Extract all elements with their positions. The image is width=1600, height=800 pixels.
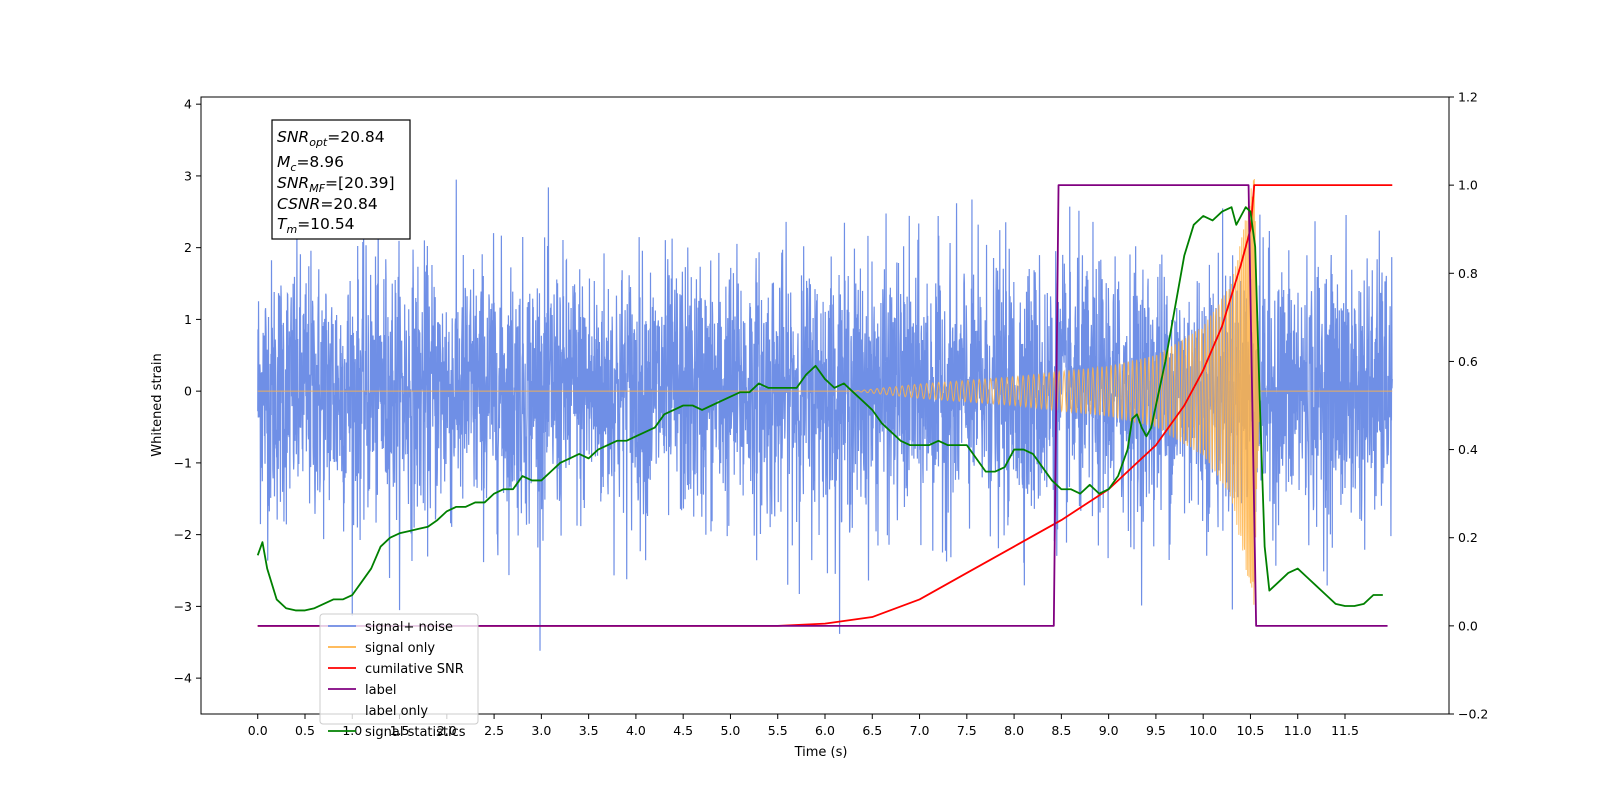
annotation-snr-mf: SNRMF=[20.39]	[277, 174, 395, 195]
signal-only-series	[257, 178, 1393, 605]
x-tick-label: 10.0	[1189, 723, 1217, 738]
legend-label: signal+ noise	[365, 620, 453, 635]
x-tick-label: 9.0	[1099, 723, 1119, 738]
x-tick-label: 2.5	[484, 723, 504, 738]
y-right-tick-label: 1.2	[1458, 90, 1478, 105]
x-axis-label: Time (s)	[794, 745, 848, 760]
legend-label: cumilative SNR	[365, 662, 464, 677]
x-tick-label: 5.5	[768, 723, 788, 738]
x-tick-label: 7.5	[957, 723, 977, 738]
x-tick-label: 3.5	[579, 723, 599, 738]
x-tick-label: 3.0	[531, 723, 551, 738]
y-left-tick-label: 2	[184, 240, 192, 255]
signal-statistics-series	[256, 206, 1383, 612]
y-axis-left: −4 −3 −2 −1 0 1 2 3 4	[174, 97, 201, 686]
signal-noise-series	[257, 179, 1393, 651]
x-tick-label: 11.0	[1284, 723, 1312, 738]
y-left-tick-label: 1	[184, 312, 192, 327]
x-tick-label: 8.0	[1004, 723, 1024, 738]
plot-area	[256, 178, 1393, 651]
x-tick-label: 1.5	[390, 723, 410, 738]
y-left-tick-label: −3	[174, 599, 192, 614]
annotation-mc: Mc=8.96	[277, 153, 344, 174]
x-tick-label: 7.0	[910, 723, 930, 738]
legend-box	[319, 613, 479, 725]
x-tick-label: 4.5	[673, 723, 693, 738]
x-tick-label: 8.5	[1051, 723, 1071, 738]
annotation-tm: Tm=10.54	[277, 215, 355, 236]
y-axis-right: −0.2 0.0 0.2 0.4 0.6 0.8 1.0 1.2	[1449, 90, 1488, 722]
x-tick-label: 0.0	[248, 723, 268, 738]
y-right-tick-label: 0.2	[1458, 530, 1478, 545]
x-tick-label: 0.5	[295, 723, 315, 738]
y-right-tick-label: 0.8	[1458, 266, 1478, 281]
legend-label: label	[365, 683, 396, 698]
y-axis-label: Whitened strain	[150, 353, 165, 456]
label-line	[257, 184, 1388, 627]
y-right-tick-label: 1.0	[1458, 178, 1478, 193]
x-tick-label: 2.0	[437, 723, 457, 738]
y-left-tick-label: −1	[174, 455, 192, 470]
annotation-csnr: CSNR=20.84	[277, 195, 378, 213]
y-right-tick-label: 0.4	[1458, 442, 1478, 457]
y-right-tick-label: 0.6	[1458, 354, 1478, 369]
x-tick-label: 6.5	[862, 723, 882, 738]
signal-statistics-line	[256, 206, 1383, 612]
y-left-tick-label: −2	[174, 527, 192, 542]
y-left-tick-label: 3	[184, 168, 192, 183]
x-tick-label: 10.5	[1237, 723, 1265, 738]
y-right-tick-label: 0.0	[1458, 618, 1478, 633]
y-left-tick-label: −4	[174, 671, 192, 686]
annotation-snr-opt: SNRopt=20.84	[277, 128, 385, 149]
annotation-box: SNRopt=20.84 Mc=8.96 SNRMF=[20.39] CSNR=…	[271, 119, 411, 240]
signal-only-line	[257, 178, 1393, 605]
y-right-tick-label: −0.2	[1458, 707, 1488, 722]
signal-noise-line	[257, 179, 1393, 651]
x-axis: 0.0 0.5 1.0 1.5 2.0 2.5 3.0 3.5 4.0 4.5 5.0 5.5 6.0 6…	[248, 714, 1359, 738]
x-tick-label: 5.0	[721, 723, 741, 738]
label-series	[257, 184, 1388, 627]
y-left-tick-label: 0	[184, 384, 192, 399]
x-tick-label: 6.0	[815, 723, 835, 738]
legend: signal+ noise signal only cumilative SNR la…	[319, 613, 479, 740]
legend-label: signal statistics	[365, 725, 466, 740]
x-tick-label: 9.5	[1146, 723, 1166, 738]
y-left-tick-label: 4	[184, 97, 192, 112]
x-tick-label: 11.5	[1331, 723, 1359, 738]
legend-label: label only	[365, 704, 428, 719]
x-tick-label: 4.0	[626, 723, 646, 738]
legend-label: signal only	[365, 641, 435, 656]
